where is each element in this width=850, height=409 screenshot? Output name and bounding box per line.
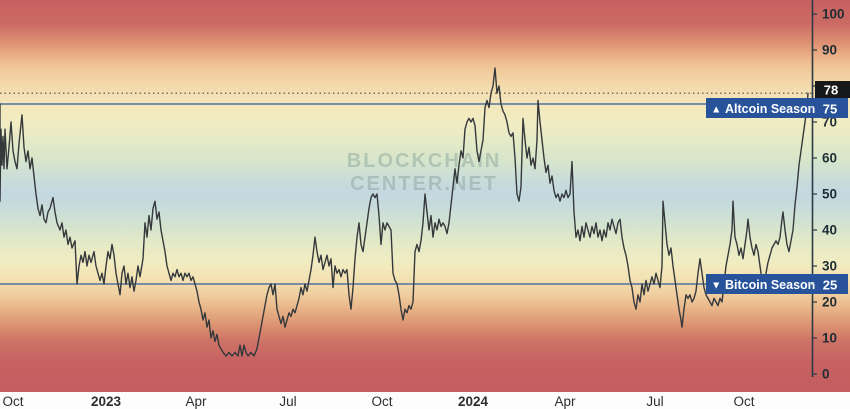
x-tick-label: Oct bbox=[2, 394, 23, 409]
x-tick-label: 2023 bbox=[91, 394, 122, 409]
altcoin-season-badge: ▲ Altcoin Season 75 bbox=[706, 98, 848, 118]
x-tick-label: Oct bbox=[371, 394, 392, 409]
watermark-line1: BLOCKCHAIN bbox=[347, 150, 501, 172]
index-line bbox=[0, 67, 809, 357]
altcoin-badge-value: 75 bbox=[823, 102, 837, 117]
watermark-line2: CENTER.NET bbox=[350, 173, 498, 195]
y-tick-label: 40 bbox=[822, 223, 837, 238]
bitcoin-season-badge: ▼ Bitcoin Season 25 bbox=[706, 274, 848, 294]
x-tick-label: Apr bbox=[554, 394, 576, 409]
y-tick-label: 0 bbox=[822, 367, 830, 382]
bitcoin-badge-value: 25 bbox=[823, 278, 837, 293]
y-tick-label: 50 bbox=[822, 187, 837, 202]
x-tick-label: 2024 bbox=[458, 394, 489, 409]
bitcoin-badge-background bbox=[706, 274, 848, 294]
up-arrow-icon: ▲ bbox=[711, 104, 721, 116]
y-tick-label: 70 bbox=[822, 115, 837, 130]
down-arrow-icon: ▼ bbox=[711, 280, 721, 292]
bitcoin-badge-label: Bitcoin Season bbox=[725, 278, 815, 292]
altcoin-badge-label: Altcoin Season bbox=[725, 102, 815, 116]
y-tick-label: 30 bbox=[822, 259, 837, 274]
x-tick-label: Apr bbox=[185, 394, 207, 409]
x-tick-label: Jul bbox=[279, 394, 296, 409]
altcoin-badge-background bbox=[706, 98, 848, 118]
current-badge-background bbox=[815, 81, 850, 98]
x-axis-labels: Oct 2023 Apr Jul Oct 2024 Apr Jul Oct bbox=[2, 394, 754, 409]
x-tick-label: Jul bbox=[646, 394, 663, 409]
y-tick-label: 10 bbox=[822, 331, 837, 346]
y-tick-label: 60 bbox=[822, 151, 837, 166]
y-tick-label: 100 bbox=[822, 7, 845, 22]
current-value-badge: 78 bbox=[815, 81, 850, 98]
current-badge-value: 78 bbox=[824, 83, 838, 98]
y-tick-label: 90 bbox=[822, 43, 837, 58]
x-axis-strip bbox=[0, 392, 850, 409]
x-tick-label: Oct bbox=[733, 394, 754, 409]
y-tick-label: 20 bbox=[822, 295, 837, 310]
